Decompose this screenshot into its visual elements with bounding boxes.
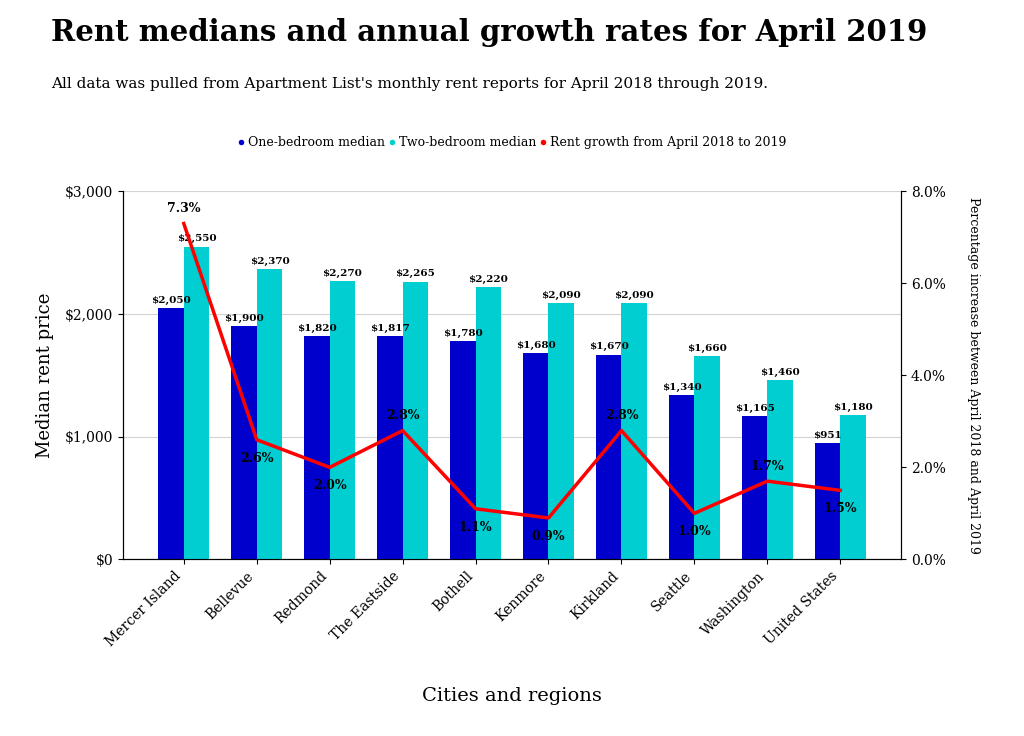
Text: 2.8%: 2.8% (604, 409, 638, 422)
Text: $1,680: $1,680 (516, 342, 556, 350)
Bar (450, 341, 475, 559)
Text: $1,165: $1,165 (734, 404, 774, 414)
Bar (694, 355, 720, 559)
Bar (475, 287, 501, 559)
Text: 1.1%: 1.1% (459, 520, 493, 534)
Text: 1.7%: 1.7% (751, 460, 784, 473)
Bar (330, 281, 355, 559)
Text: $1,900: $1,900 (224, 314, 264, 323)
Text: $2,090: $2,090 (542, 291, 581, 300)
Text: $2,220: $2,220 (468, 275, 508, 284)
Text: All data was pulled from Apartment List's monthly rent reports for April 2018 th: All data was pulled from Apartment List'… (51, 77, 768, 91)
Text: $1,670: $1,670 (589, 342, 629, 352)
Text: Rent medians and annual growth rates for April 2019: Rent medians and annual growth rates for… (51, 18, 928, 47)
Bar (257, 269, 283, 559)
Text: 7.3%: 7.3% (167, 202, 201, 216)
Y-axis label: Median rent price: Median rent price (36, 293, 53, 458)
Text: $2,370: $2,370 (250, 257, 290, 266)
Text: $1,820: $1,820 (297, 324, 337, 333)
Text: $951: $951 (813, 431, 842, 439)
Bar (741, 417, 767, 559)
Bar (596, 355, 622, 559)
Bar (669, 395, 694, 559)
Legend: One-bedroom median, Two-bedroom median, Rent growth from April 2018 to 2019: One-bedroom median, Two-bedroom median, … (232, 131, 792, 155)
Y-axis label: Percentage increase between April 2018 and April 2019: Percentage increase between April 2018 a… (967, 197, 980, 553)
Text: $1,780: $1,780 (443, 329, 482, 338)
Text: 1.0%: 1.0% (678, 526, 711, 538)
Text: $2,050: $2,050 (152, 296, 190, 305)
Bar (523, 353, 549, 559)
Text: $1,180: $1,180 (834, 403, 872, 411)
Text: $2,270: $2,270 (323, 269, 362, 278)
Bar (841, 414, 865, 559)
Bar (377, 336, 402, 559)
Bar (402, 282, 428, 559)
Text: $2,090: $2,090 (614, 291, 654, 300)
Text: $1,660: $1,660 (687, 344, 727, 353)
Text: 2.8%: 2.8% (386, 409, 420, 422)
Text: 1.5%: 1.5% (823, 502, 857, 515)
Bar (304, 336, 330, 559)
Text: $1,340: $1,340 (662, 383, 701, 392)
Bar (183, 247, 209, 559)
Text: $1,460: $1,460 (760, 368, 800, 378)
Text: 0.9%: 0.9% (531, 530, 565, 543)
Text: $1,817: $1,817 (370, 325, 410, 333)
Text: $2,550: $2,550 (177, 235, 216, 244)
Bar (622, 303, 647, 559)
Text: Cities and regions: Cities and regions (422, 687, 602, 704)
Text: 2.6%: 2.6% (240, 452, 273, 464)
Bar (159, 308, 183, 559)
Bar (767, 381, 793, 559)
Text: 2.0%: 2.0% (313, 479, 346, 492)
Bar (815, 443, 841, 559)
Bar (549, 303, 574, 559)
Bar (231, 326, 257, 559)
Text: $2,265: $2,265 (395, 269, 435, 278)
